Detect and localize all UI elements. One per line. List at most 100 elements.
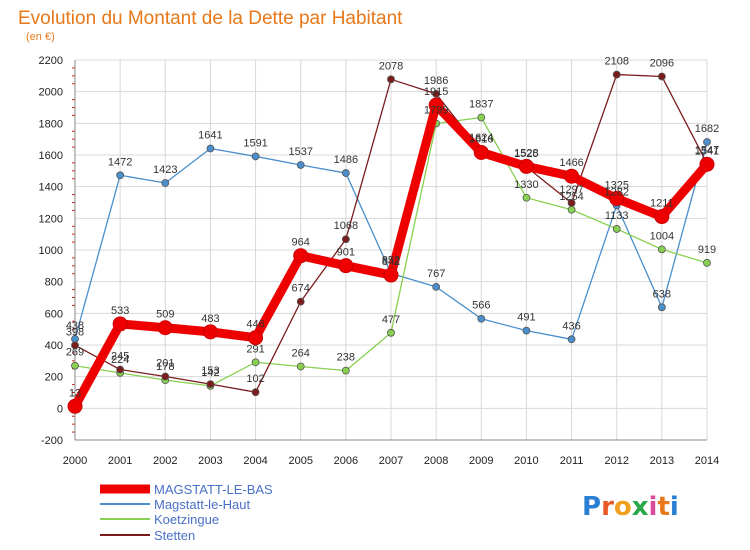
data-point bbox=[432, 89, 441, 98]
x-tick-label: 2007 bbox=[379, 455, 403, 467]
data-label: 1837 bbox=[469, 98, 493, 110]
data-label: 1254 bbox=[559, 191, 583, 203]
data-label: 533 bbox=[111, 305, 129, 317]
data-label: 477 bbox=[382, 314, 400, 326]
data-label: 1537 bbox=[288, 146, 312, 158]
data-point bbox=[477, 314, 486, 323]
data-label: 1641 bbox=[198, 130, 222, 142]
x-tick-label: 2009 bbox=[469, 455, 493, 467]
data-label: 1472 bbox=[108, 156, 132, 168]
data-label: 1799 bbox=[424, 104, 448, 116]
data-label: 238 bbox=[337, 352, 355, 364]
data-label: 1423 bbox=[153, 164, 177, 176]
data-label: 901 bbox=[337, 247, 355, 259]
x-tick-label: 2000 bbox=[63, 455, 87, 467]
data-point bbox=[473, 144, 489, 160]
x-tick-label: 2004 bbox=[243, 455, 267, 467]
data-label: 1282 bbox=[604, 186, 628, 198]
x-tick-label: 2006 bbox=[334, 455, 358, 467]
data-point bbox=[387, 75, 395, 84]
data-label: 852 bbox=[382, 254, 400, 266]
y-tick-label: 1800 bbox=[39, 118, 63, 130]
data-point bbox=[522, 193, 531, 202]
data-point bbox=[518, 158, 534, 174]
data-point bbox=[657, 72, 666, 81]
data-point bbox=[567, 205, 576, 214]
data-point bbox=[657, 303, 666, 312]
data-point bbox=[703, 138, 711, 146]
data-label: 245 bbox=[111, 351, 129, 363]
data-point bbox=[293, 248, 309, 264]
y-tick-label: 200 bbox=[45, 372, 63, 384]
y-tick-label: 0 bbox=[57, 403, 63, 415]
data-label: 13 bbox=[69, 387, 81, 399]
x-tick-label: 2014 bbox=[695, 455, 719, 467]
data-point bbox=[251, 152, 260, 161]
data-point bbox=[567, 199, 576, 207]
data-label: 1466 bbox=[559, 157, 583, 169]
data-label: 842 bbox=[382, 256, 400, 268]
data-point bbox=[477, 113, 486, 122]
data-point bbox=[296, 362, 305, 371]
legend: MAGSTATT-LE-BASMagstatt-le-HautKoetzingu… bbox=[100, 482, 273, 543]
data-point bbox=[296, 297, 305, 306]
data-point bbox=[112, 316, 128, 332]
data-point bbox=[116, 171, 125, 180]
data-label: 2078 bbox=[379, 60, 403, 72]
chart-subtitle: (en €) bbox=[26, 31, 55, 43]
data-point bbox=[202, 324, 218, 340]
data-label: 491 bbox=[517, 312, 535, 324]
x-tick-label: 2002 bbox=[153, 455, 177, 467]
data-label: 767 bbox=[427, 268, 445, 280]
data-label: 638 bbox=[653, 288, 671, 300]
data-point bbox=[522, 326, 531, 335]
data-label: 964 bbox=[292, 237, 310, 249]
data-labels: 13 533 509 483 446 964 901 842 1915 1616 1528 1466 1… bbox=[66, 56, 719, 400]
data-label: 1591 bbox=[243, 137, 267, 149]
legend-label: MAGSTATT-LE-BAS bbox=[154, 482, 273, 497]
data-point bbox=[567, 335, 576, 344]
data-point bbox=[609, 191, 625, 207]
axes: -200 0 200 400 600 800 1000 1200 1400 1600 1800 200… bbox=[39, 55, 720, 467]
x-tick-label: 2010 bbox=[514, 455, 538, 467]
data-point bbox=[71, 361, 79, 370]
data-label: 1541 bbox=[695, 145, 719, 157]
data-label: 1330 bbox=[514, 179, 538, 191]
data-label: 2096 bbox=[650, 57, 674, 69]
data-label: 1525 bbox=[514, 148, 538, 160]
data-label: 1068 bbox=[334, 220, 358, 232]
data-point bbox=[251, 388, 260, 397]
x-tick-label: 2001 bbox=[108, 455, 132, 467]
data-label: 446 bbox=[246, 319, 264, 331]
data-label: 919 bbox=[698, 244, 716, 256]
y-tick-label: 400 bbox=[45, 340, 63, 352]
data-label: 483 bbox=[201, 313, 219, 325]
data-label: 1915 bbox=[424, 86, 448, 98]
legend-label: Koetzingue bbox=[154, 512, 219, 527]
data-label: 269 bbox=[66, 347, 84, 359]
data-point bbox=[564, 168, 580, 184]
series-layer bbox=[67, 70, 715, 414]
data-label: 1682 bbox=[695, 123, 719, 135]
x-tick-label: 2005 bbox=[288, 455, 312, 467]
data-label: 201 bbox=[156, 358, 174, 370]
y-tick-label: -200 bbox=[41, 435, 63, 447]
data-label: 178 bbox=[156, 361, 174, 373]
data-label: 1325 bbox=[604, 180, 628, 192]
y-tick-label: 600 bbox=[45, 308, 63, 320]
data-point bbox=[341, 169, 350, 177]
data-label: 1297 bbox=[559, 184, 583, 196]
data-point bbox=[67, 398, 83, 414]
data-label: 509 bbox=[156, 309, 174, 321]
legend-label: Magstatt-le-Haut bbox=[154, 497, 250, 512]
data-point bbox=[387, 328, 395, 337]
chart-title: Evolution du Montant de la Dette par Hab… bbox=[18, 8, 403, 29]
y-tick-label: 1600 bbox=[39, 150, 63, 162]
grid bbox=[74, 59, 708, 441]
data-label: 1133 bbox=[605, 210, 629, 222]
logo-proxiti: Proxiti bbox=[582, 492, 679, 522]
x-tick-label: 2012 bbox=[604, 455, 628, 467]
data-point bbox=[71, 341, 79, 350]
x-tick-label: 2013 bbox=[650, 455, 674, 467]
